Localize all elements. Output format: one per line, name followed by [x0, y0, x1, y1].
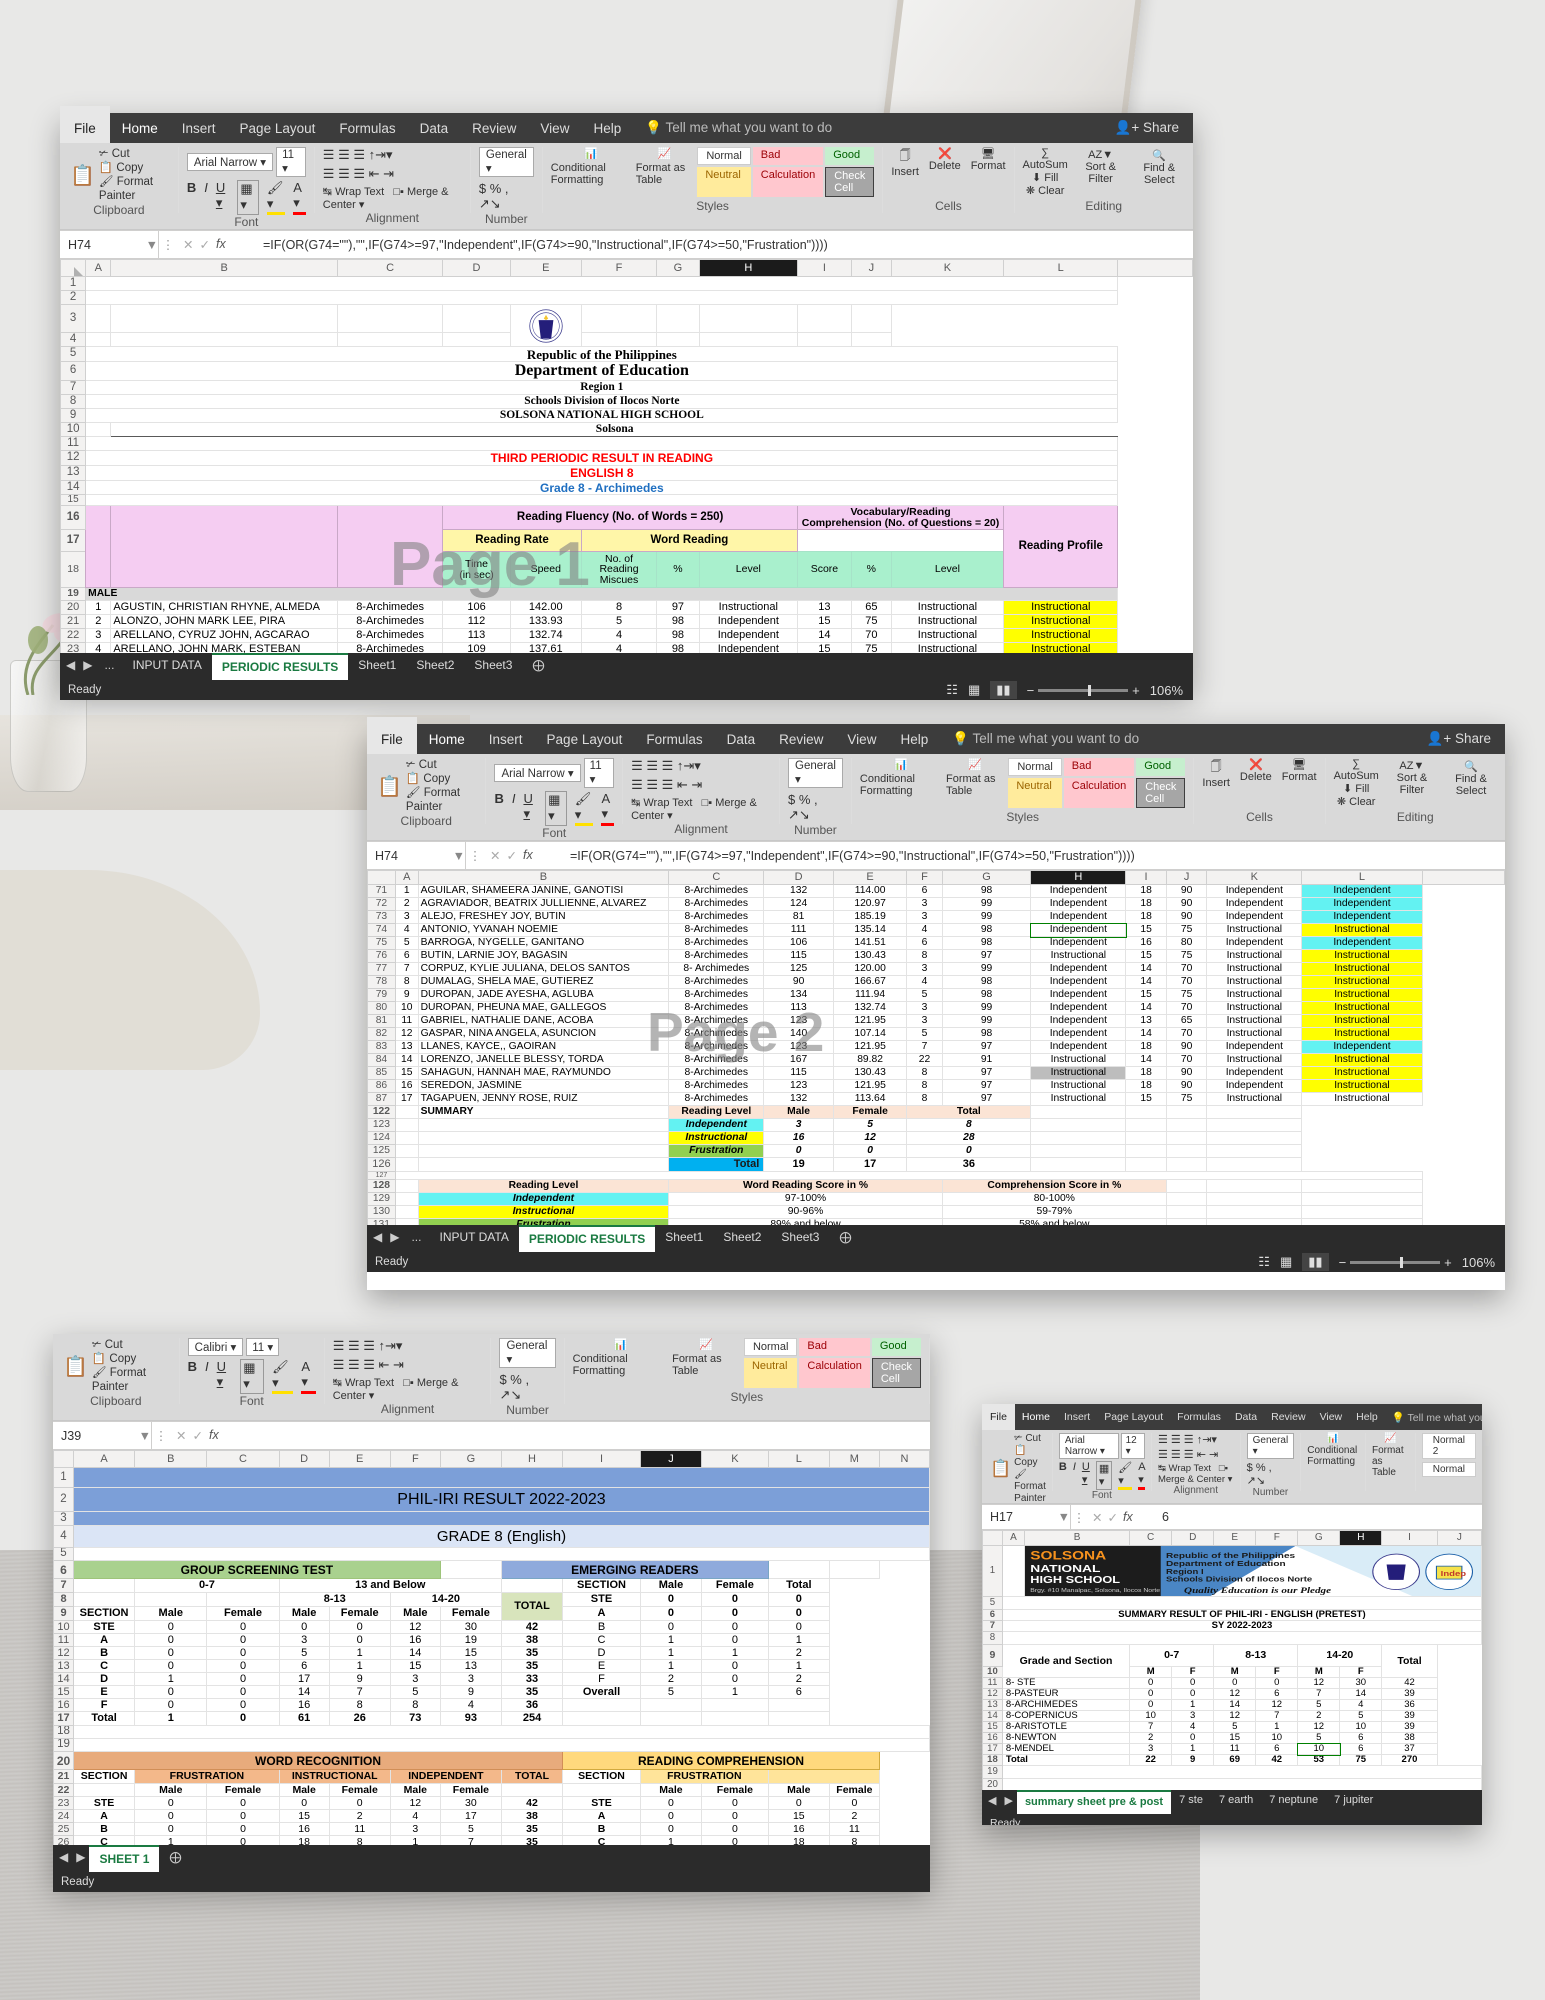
svg-text:Indep: Indep: [1441, 1569, 1466, 1578]
svg-text:Brgy. #10 Manalpac, Solsona, I: Brgy. #10 Manalpac, Solsona, Ilocos Nort…: [1030, 1588, 1161, 1594]
svg-text:SOLSONA: SOLSONA: [1030, 1549, 1106, 1562]
svg-text:HIGH SCHOOL: HIGH SCHOOL: [1030, 1575, 1120, 1585]
svg-text:NATIONAL: NATIONAL: [1030, 1562, 1101, 1574]
svg-text:Schools Division of Ilocos Nor: Schools Division of Ilocos Norte: [1166, 1575, 1313, 1584]
svg-text:Quality Education is our Pledg: Quality Education is our Pledge: [1184, 1586, 1332, 1595]
